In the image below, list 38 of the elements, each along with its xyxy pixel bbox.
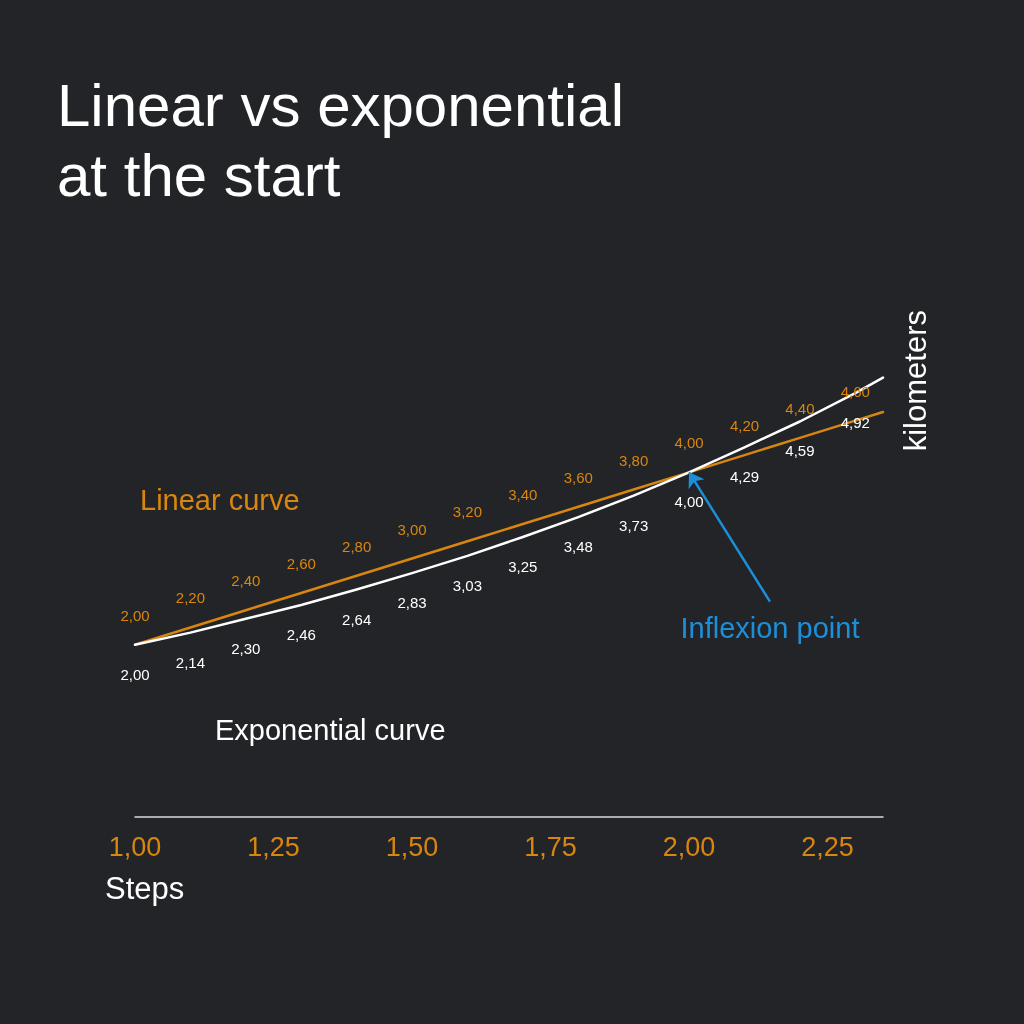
data-label: 3,20 — [452, 503, 483, 521]
data-label: 2,60 — [286, 554, 316, 572]
data-label: 2,00 — [120, 606, 150, 624]
data-label: 3,48 — [563, 538, 593, 556]
x-tick-label: 1,75 — [524, 831, 577, 862]
x-tick-label: 1,50 — [385, 831, 439, 862]
text: Exponential curve — [215, 713, 446, 746]
data-label: 3,03 — [452, 576, 483, 594]
data-label: 2,46 — [286, 626, 316, 644]
data-label: 4,29 — [729, 468, 760, 486]
data-label: 4,00 — [674, 434, 704, 452]
x-axis-title: Steps — [105, 871, 185, 906]
x-tick-label: 1,25 — [247, 831, 300, 862]
data-label: 2,64 — [342, 610, 372, 628]
data-label: 3,80 — [619, 451, 649, 469]
data-label: 2,40 — [231, 572, 261, 590]
data-label: 3,73 — [619, 516, 649, 534]
data-label: 4,00 — [674, 493, 704, 511]
x-tick-label: 2,00 — [662, 831, 716, 862]
data-label: 4,59 — [785, 442, 815, 460]
data-label: 2,00 — [120, 665, 150, 683]
y-axis-title: kilometers — [898, 310, 933, 452]
data-label: 3,25 — [508, 557, 538, 575]
data-label: 3,40 — [508, 486, 538, 504]
data-label: 2,83 — [397, 594, 427, 612]
chart-title: Linear vs exponential at the start — [57, 71, 641, 209]
data-label: 2,14 — [175, 653, 206, 671]
data-label: 2,20 — [175, 589, 206, 607]
data-label: 2,80 — [342, 537, 372, 555]
data-label: 4,20 — [729, 417, 760, 435]
data-label: 3,60 — [563, 468, 593, 486]
x-tick-label: 2,25 — [801, 831, 854, 862]
text: Linear curve — [140, 483, 300, 516]
data-label: 3,00 — [397, 520, 427, 538]
x-tick-label: 1,00 — [108, 831, 162, 862]
data-label: 2,30 — [231, 639, 261, 657]
annotation: Inflexion point — [680, 611, 860, 644]
data-label: 4,40 — [785, 399, 815, 417]
